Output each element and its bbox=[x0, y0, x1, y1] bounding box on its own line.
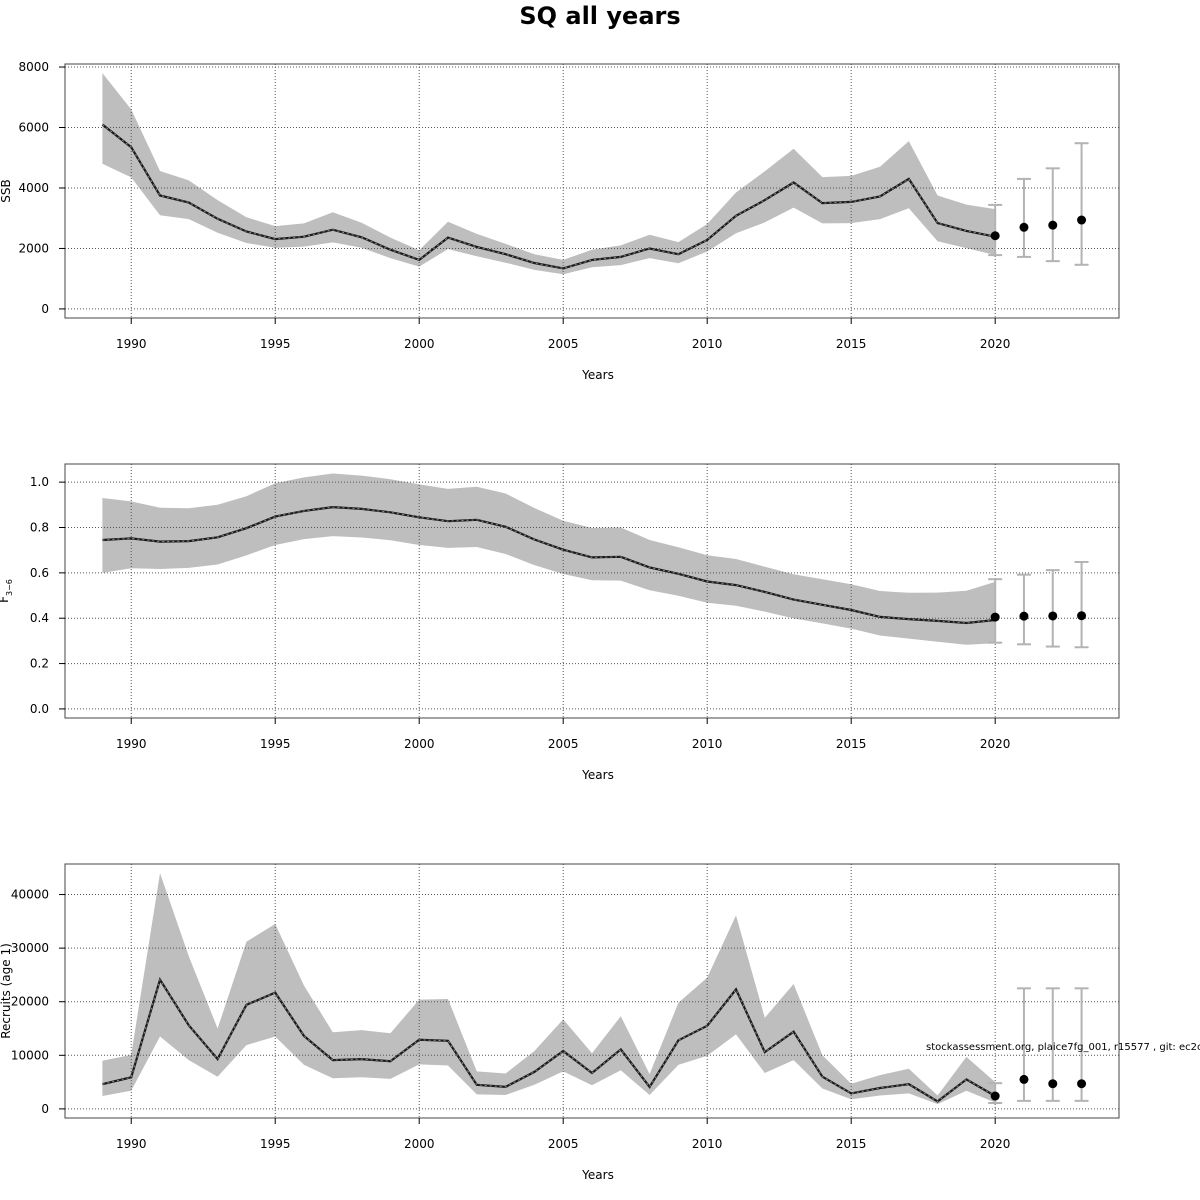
x-tick-label: 1990 bbox=[116, 737, 147, 751]
y-tick-label: 2000 bbox=[18, 241, 49, 255]
forecast-point bbox=[990, 231, 1000, 241]
plot-frame bbox=[64, 63, 1120, 319]
y-tick-label: 6000 bbox=[18, 121, 49, 135]
y-tick-label: 40000 bbox=[11, 888, 49, 902]
y-axis-label: Recruits (age 1) bbox=[0, 943, 13, 1039]
confidence-band bbox=[102, 73, 996, 275]
x-tick-label: 2000 bbox=[404, 737, 435, 751]
x-tick-label: 1995 bbox=[260, 337, 291, 351]
x-tick-label: 1990 bbox=[116, 1137, 147, 1151]
forecast-point bbox=[1048, 611, 1058, 621]
y-axis-label-subscript: 3−6 bbox=[5, 579, 14, 596]
x-tick-label: 1995 bbox=[260, 1137, 291, 1151]
x-tick-label: 2010 bbox=[692, 737, 723, 751]
x-tick-label: 2020 bbox=[980, 1137, 1011, 1151]
x-axis-label: Years bbox=[581, 768, 614, 782]
y-tick-label: 30000 bbox=[11, 941, 49, 955]
x-tick-label: 2015 bbox=[836, 737, 867, 751]
forecast-point bbox=[1048, 1079, 1058, 1089]
chart-title: SQ all years bbox=[519, 2, 681, 30]
x-tick-label: 2020 bbox=[980, 337, 1011, 351]
x-tick-label: 2005 bbox=[548, 1137, 579, 1151]
recruits-panel: 1990 1995 2000 2005 2010 2015 2020 0 10000 20000 3… bbox=[0, 863, 1120, 1182]
x-tick-label: 2015 bbox=[836, 337, 867, 351]
x-tick-label: 1995 bbox=[260, 737, 291, 751]
y-tick-label: 0.6 bbox=[30, 566, 49, 580]
estimate-line bbox=[101, 123, 996, 270]
y-tick-label: 0.8 bbox=[30, 521, 49, 535]
estimate-line-dashes bbox=[102, 506, 996, 624]
footnote: stockassessment.org, plaice7fg_001, r155… bbox=[926, 1042, 1200, 1053]
forecast-point bbox=[1077, 1079, 1087, 1089]
confidence-band bbox=[102, 873, 996, 1105]
y-axis-label-main: SSB bbox=[0, 179, 13, 202]
forecast-point bbox=[1019, 611, 1029, 621]
x-axis-label: Years bbox=[581, 368, 614, 382]
y-axis-label: F3−6 bbox=[0, 579, 14, 603]
x-tick-label: 2010 bbox=[692, 1137, 723, 1151]
x-axis-label: Years bbox=[581, 1168, 614, 1182]
y-axis-label-main: Recruits (age 1) bbox=[0, 943, 13, 1039]
forecast-point bbox=[1077, 215, 1087, 225]
y-tick-label: 10000 bbox=[11, 1048, 49, 1062]
x-tick-label: 2020 bbox=[980, 737, 1011, 751]
forecast-point bbox=[1019, 1074, 1029, 1084]
forecast-point bbox=[1048, 220, 1058, 230]
x-tick-label: 2015 bbox=[836, 1137, 867, 1151]
y-tick-label: 1.0 bbox=[30, 475, 49, 489]
fishing-mortality-panel: 1990 1995 2000 2005 2010 2015 2020 0.0 0.2 0.4 0.6… bbox=[0, 463, 1120, 782]
y-axis-label: SSB bbox=[0, 179, 13, 202]
forecast-point bbox=[1019, 222, 1029, 232]
estimate-line-dashes bbox=[102, 978, 996, 1103]
y-axis-label-main: F bbox=[0, 596, 11, 603]
x-tick-label: 2005 bbox=[548, 337, 579, 351]
y-tick-label: 8000 bbox=[18, 60, 49, 74]
x-tick-label: 2010 bbox=[692, 337, 723, 351]
y-tick-label: 0.4 bbox=[30, 611, 49, 625]
forecast-point bbox=[1077, 611, 1087, 621]
x-tick-label: 2000 bbox=[404, 1137, 435, 1151]
y-tick-label: 0.0 bbox=[30, 702, 49, 716]
x-tick-label: 2005 bbox=[548, 737, 579, 751]
x-tick-label: 1990 bbox=[116, 337, 147, 351]
y-tick-label: 0.2 bbox=[30, 657, 49, 671]
y-tick-label: 4000 bbox=[18, 181, 49, 195]
confidence-band bbox=[102, 473, 996, 645]
x-tick-label: 2000 bbox=[404, 337, 435, 351]
plot-frame bbox=[64, 863, 1120, 1119]
y-tick-label: 0 bbox=[41, 302, 49, 316]
plot-frame bbox=[64, 463, 1120, 719]
y-tick-label: 20000 bbox=[11, 995, 49, 1009]
y-tick-label: 0 bbox=[41, 1102, 49, 1116]
ssb-panel: 1990 1995 2000 2005 2010 2015 2020 0 2000 4000 600… bbox=[0, 60, 1120, 382]
forecast-point bbox=[990, 612, 1000, 622]
forecast-point bbox=[990, 1091, 1000, 1101]
